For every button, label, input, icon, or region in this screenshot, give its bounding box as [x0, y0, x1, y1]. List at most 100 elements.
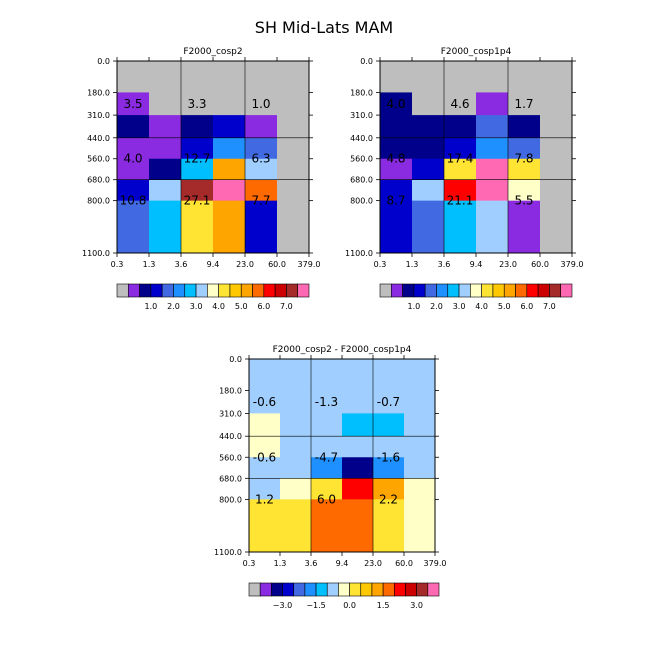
- heatmap-cell: [277, 115, 310, 139]
- x-tick-label: 9.4: [336, 559, 349, 568]
- y-tick-label: 680.0: [87, 176, 110, 185]
- heatmap-cell: [476, 61, 509, 93]
- y-tick-label: 0.0: [229, 355, 242, 364]
- panel-title: F2000_cosp2 - F2000_cosp1p4: [273, 345, 412, 355]
- heatmap-cell: [476, 92, 509, 116]
- y-tick-label: 800.0: [87, 197, 110, 206]
- heatmap-cell: [117, 200, 150, 254]
- colorbar-swatch: [150, 283, 163, 298]
- cell-value-label: 21.1: [447, 194, 474, 208]
- heatmap-cell: [476, 179, 509, 202]
- heatmap-cell: [508, 179, 541, 202]
- x-tick-label: 379.0: [298, 260, 321, 269]
- heatmap-cell: [444, 200, 477, 254]
- cell-value-label: 4.0: [123, 152, 142, 166]
- y-tick-label: 0.0: [360, 57, 373, 66]
- colorbar-swatch: [116, 283, 129, 298]
- y-tick-label: 560.0: [87, 155, 110, 164]
- colorbar-swatch: [293, 582, 306, 597]
- heatmap-cell: [444, 137, 477, 160]
- colorbar-swatch: [349, 582, 362, 597]
- heatmap-cell: [444, 158, 477, 181]
- heatmap-cell: [149, 179, 182, 202]
- y-tick-label: 1100.0: [82, 249, 110, 258]
- heatmap-cell: [412, 200, 445, 254]
- heatmap-cell: [245, 137, 278, 160]
- colorbar-swatch: [252, 283, 265, 298]
- colorbar-swatch: [379, 283, 392, 298]
- x-tick-label: 0.3: [374, 260, 387, 269]
- heatmap-cell: [311, 413, 343, 437]
- heatmap-cell: [311, 457, 343, 479]
- heatmap-cell: [117, 158, 150, 181]
- heatmap-cell: [444, 179, 477, 202]
- cell-value-label: -4.7: [315, 450, 338, 464]
- heatmap-cell: [412, 61, 445, 93]
- heatmap-cell: [444, 61, 477, 93]
- colorbar-label: −3.0: [273, 601, 292, 610]
- heatmap-cell: [149, 137, 182, 160]
- colorbar-swatch: [338, 582, 350, 597]
- colorbar-label: 5.0: [235, 302, 248, 311]
- heatmap-cell: [342, 390, 374, 414]
- heatmap-cell: [380, 61, 413, 93]
- heatmap-cell: [404, 390, 436, 414]
- heatmap-cell: [249, 457, 281, 479]
- y-tick-label: 310.0: [87, 111, 110, 120]
- figure-title: SH Mid-Lats MAM: [255, 18, 393, 37]
- cell-value-label: 6.3: [251, 152, 270, 166]
- colorbar-swatch: [416, 582, 429, 597]
- colorbar-swatch: [184, 283, 197, 298]
- colorbar-label: −1.5: [306, 601, 325, 610]
- cell-value-label: -1.3: [315, 395, 338, 409]
- cell-value-label: 7.8: [514, 152, 533, 166]
- x-tick-label: 0.3: [111, 260, 124, 269]
- heatmap-cell: [245, 92, 278, 116]
- x-tick-label: 3.6: [438, 260, 451, 269]
- colorbar-swatch: [390, 283, 403, 298]
- heatmap-cell: [380, 115, 413, 139]
- colorbar-swatch: [393, 582, 406, 597]
- heatmap-cell: [117, 115, 150, 139]
- heatmap-cell: [444, 92, 477, 116]
- colorbar-label: 5.0: [498, 302, 511, 311]
- heatmap-cell: [181, 179, 214, 202]
- colorbar-swatch: [402, 283, 415, 298]
- heatmap-cell: [249, 499, 281, 553]
- cell-value-label: 4.8: [386, 152, 405, 166]
- colorbar-swatch: [263, 283, 276, 298]
- heatmap-cell: [181, 61, 214, 93]
- x-tick-label: 60.0: [395, 559, 413, 568]
- colorbar-label: 0.0: [343, 601, 356, 610]
- heatmap-cell: [280, 457, 312, 479]
- y-tick-label: 440.0: [350, 134, 373, 143]
- cell-value-label: 4.0: [386, 97, 405, 111]
- x-tick-label: 23.0: [499, 260, 517, 269]
- heatmap-cell: [508, 158, 541, 181]
- colorbar-swatch: [286, 283, 299, 298]
- heatmap-cell: [245, 61, 278, 93]
- colorbar-swatch: [515, 283, 528, 298]
- cell-value-label: -0.6: [253, 450, 276, 464]
- heatmap-cell: [444, 115, 477, 139]
- colorbar-swatch: [560, 283, 573, 298]
- y-tick-label: 180.0: [219, 387, 242, 396]
- colorbar-swatch: [413, 283, 426, 298]
- heatmap-cell: [245, 200, 278, 254]
- heatmap-cell: [508, 137, 541, 160]
- heatmap-cell: [213, 92, 246, 116]
- heatmap-cell: [373, 413, 405, 437]
- heatmap-cell: [280, 478, 312, 500]
- heatmap-cell: [412, 158, 445, 181]
- cell-value-label: 5.5: [514, 194, 533, 208]
- heatmap-cell: [404, 478, 436, 500]
- heatmap-cell: [412, 92, 445, 116]
- y-tick-label: 310.0: [350, 111, 373, 120]
- cell-value-label: 8.7: [386, 194, 405, 208]
- colorbar-swatch: [297, 283, 310, 298]
- heatmap-panel-1: F2000_cosp2 0.3 1.3 3.6 9.4 23.0 60.0 379.0 0.0 1…: [82, 47, 320, 311]
- colorbar-label: 2.0: [430, 302, 443, 311]
- heatmap-cell: [213, 200, 246, 254]
- colorbar-swatch: [139, 283, 152, 298]
